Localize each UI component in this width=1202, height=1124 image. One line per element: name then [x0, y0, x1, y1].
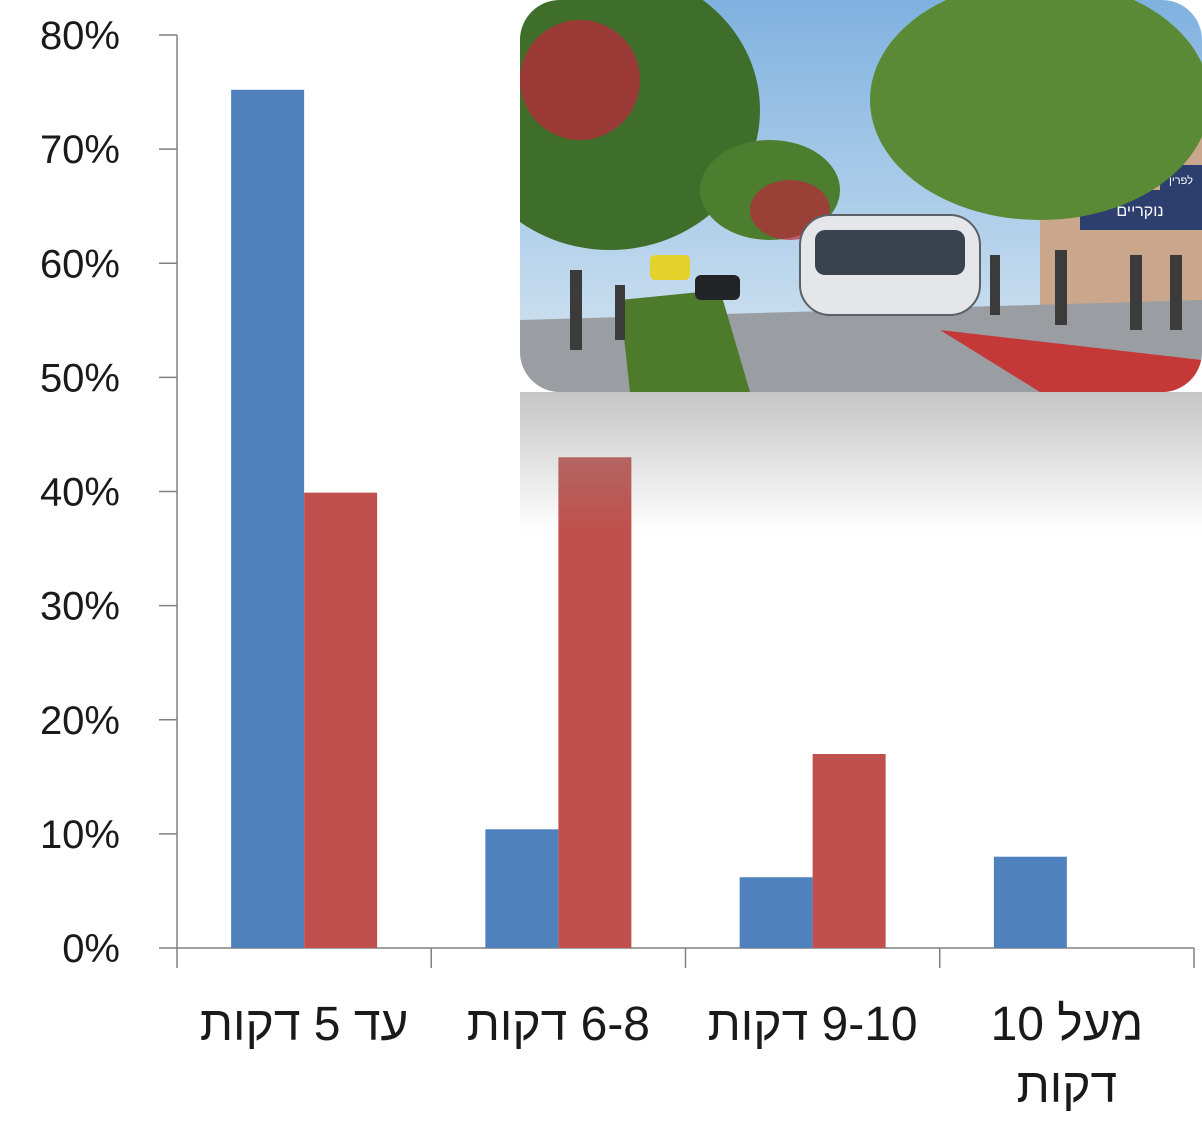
median-hedge [620, 290, 750, 392]
x-category-label: דקות [1017, 1060, 1118, 1113]
y-tick-label: 20% [40, 699, 120, 743]
y-tick-label: 60% [40, 242, 120, 286]
shop-sign-text: נוקריים [1116, 203, 1163, 220]
bar-series-2 [304, 492, 378, 948]
bar-series-1 [485, 829, 559, 948]
y-tick-label: 10% [40, 813, 120, 857]
y-tick-label: 80% [40, 14, 120, 58]
tram-windows [815, 230, 965, 275]
x-category-label: 9-10 דקות [708, 998, 918, 1051]
bar-series-2 [812, 753, 886, 948]
tram-street-illustration: נוקריים לפרין [520, 0, 1202, 392]
chart-labels: 0% 10% 20% 30% 40% 50% 60% 70% 80% עד 5 דקות 6-8 ד… [40, 14, 1143, 1113]
red-lane [940, 330, 1202, 392]
bar-series-1 [739, 877, 813, 948]
tram-street-photo: נוקריים לפרין [520, 0, 1202, 392]
bar-series-2 [558, 457, 632, 948]
chart-bars [231, 89, 1067, 948]
dark-car [695, 275, 740, 300]
y-tick-label: 40% [40, 471, 120, 515]
flowering-tree [520, 20, 640, 140]
x-category-label: מעל 10 [991, 998, 1144, 1051]
photo-reflection [520, 392, 1202, 532]
pedestrians [570, 250, 1182, 350]
shop-sign-small-text: לפרין [1169, 174, 1193, 187]
x-category-label: 6-8 דקות [467, 998, 650, 1051]
bar-series-1 [231, 89, 305, 948]
tree-right [870, 0, 1202, 220]
y-tick-label: 70% [40, 128, 120, 172]
x-category-label: עד 5 דקות [200, 998, 408, 1051]
bar-series-1 [993, 856, 1067, 948]
y-tick-label: 0% [62, 927, 120, 971]
y-tick-label: 50% [40, 356, 120, 400]
y-tick-label: 30% [40, 585, 120, 629]
yellow-van [650, 255, 690, 280]
